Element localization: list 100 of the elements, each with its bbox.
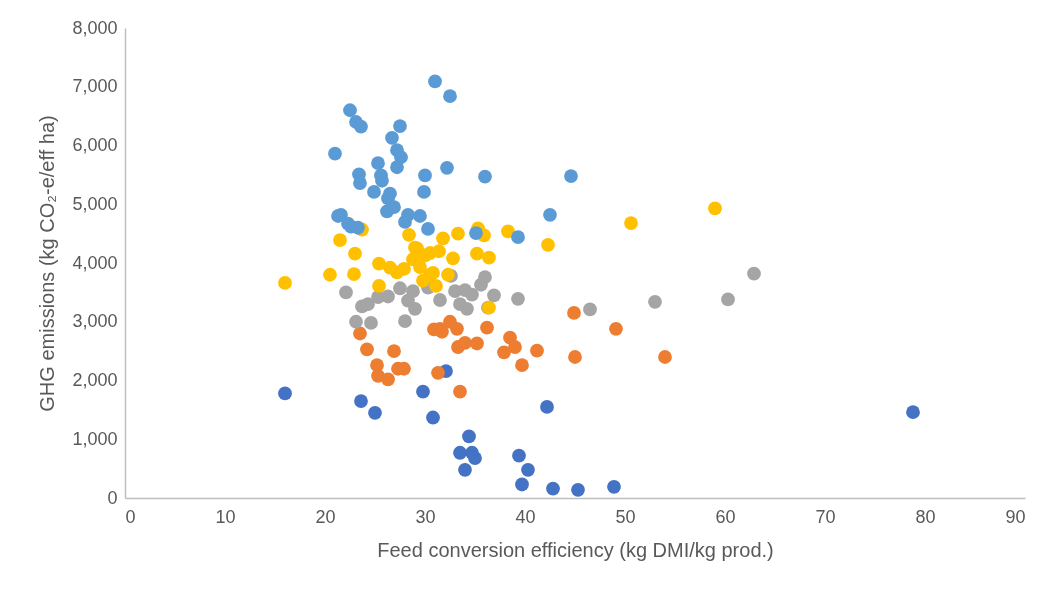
y-tick-label: 3,000 [72, 311, 118, 332]
point [433, 293, 447, 307]
point [470, 336, 484, 351]
point [428, 74, 442, 89]
point [429, 279, 443, 293]
point [393, 281, 407, 296]
point [383, 186, 397, 201]
point [501, 224, 515, 239]
point [354, 394, 368, 408]
point [497, 345, 511, 360]
point [521, 462, 535, 477]
point [385, 130, 399, 145]
point [394, 150, 408, 165]
point [571, 482, 585, 497]
point [443, 89, 457, 104]
point [446, 251, 460, 266]
point [393, 119, 407, 133]
point [381, 372, 395, 387]
point [333, 233, 347, 247]
point [351, 220, 365, 235]
point [436, 231, 450, 246]
point [453, 384, 467, 399]
point [402, 227, 416, 242]
point [387, 200, 401, 215]
point [708, 201, 722, 216]
point [406, 284, 420, 299]
y-axis-title: GHG emissions (kg CO₂-e/eff ha) [36, 115, 59, 412]
point [530, 343, 544, 358]
point [648, 294, 662, 309]
point [508, 340, 522, 354]
y-tick-label: 6,000 [72, 135, 118, 155]
point [462, 429, 476, 444]
point [343, 103, 357, 118]
point [426, 410, 440, 425]
point [372, 279, 386, 293]
point [906, 405, 920, 420]
point [349, 314, 363, 329]
x-tick-label: 10 [215, 506, 236, 527]
point [418, 168, 432, 183]
y-tick-label: 7,000 [72, 76, 118, 97]
point [543, 207, 557, 222]
point [323, 267, 337, 282]
point [353, 176, 367, 190]
point [564, 169, 578, 183]
x-axis-title: Feed conversion efficiency (kg DMI/kg prod.) [377, 538, 774, 561]
point [658, 350, 672, 364]
point [465, 287, 479, 302]
point [460, 301, 474, 316]
point [512, 448, 526, 463]
x-tick-label: 50 [615, 506, 636, 527]
point [408, 301, 422, 316]
point [413, 209, 427, 223]
x-tick-label: 70 [815, 506, 836, 527]
point [360, 342, 374, 357]
point [583, 302, 597, 317]
point [470, 246, 484, 261]
point [609, 321, 623, 336]
point [487, 288, 501, 303]
x-tick-label: 20 [315, 506, 336, 527]
point [416, 384, 430, 399]
point [397, 262, 411, 276]
point [458, 462, 472, 477]
y-tick-label: 2,000 [72, 370, 118, 390]
point [372, 256, 386, 271]
point [458, 336, 472, 350]
point [348, 246, 362, 261]
x-tick-label: 0 [125, 506, 136, 527]
point [478, 270, 492, 284]
x-tick-label: 60 [715, 506, 736, 527]
point [387, 344, 401, 358]
point [367, 185, 381, 199]
x-tick-label: 30 [415, 506, 436, 527]
point [278, 386, 292, 401]
point [417, 185, 431, 199]
point [515, 477, 529, 492]
point [469, 226, 483, 240]
point [401, 207, 415, 222]
point [440, 160, 454, 175]
point [421, 222, 435, 236]
point [353, 326, 367, 341]
point [347, 267, 361, 282]
point [364, 316, 378, 330]
point [511, 291, 525, 306]
point [354, 119, 368, 134]
point [398, 314, 412, 329]
x-tick-label: 40 [515, 506, 536, 527]
point [480, 320, 494, 335]
point [368, 405, 382, 420]
point [468, 451, 482, 465]
point [624, 216, 638, 230]
point [431, 365, 445, 380]
point [328, 146, 342, 161]
y-tick-label: 4,000 [72, 252, 118, 273]
point [541, 237, 555, 252]
y-tick-label: 5,000 [72, 193, 118, 214]
y-tick-label: 0 [107, 487, 118, 508]
x-tick-label: 90 [1005, 506, 1026, 527]
point [540, 400, 554, 414]
point [567, 306, 581, 320]
point [413, 260, 427, 274]
